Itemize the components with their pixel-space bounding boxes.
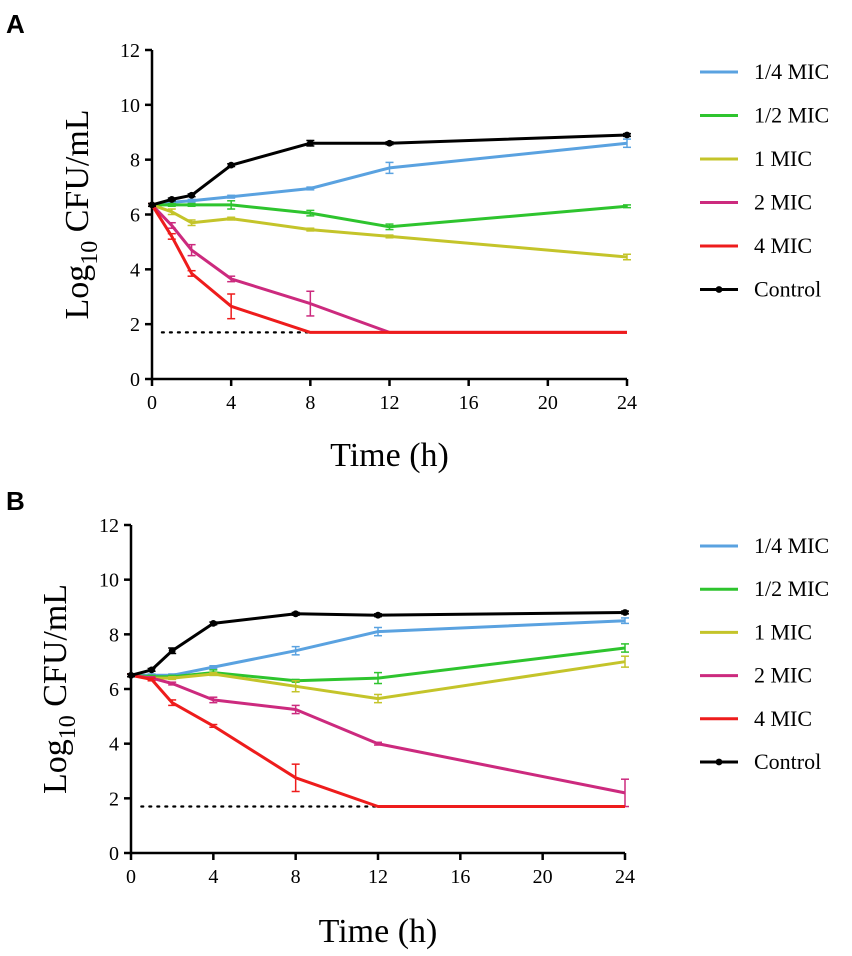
panel-b-series-2-mic-line — [130, 673, 626, 795]
panel-b-y-tick-label: 4 — [109, 734, 119, 756]
panel-a-series-control — [148, 131, 631, 209]
panel-a-series-1-2-mic — [148, 200, 631, 231]
legend-item-panel-b-series-1-2-mic: 1/2 MIC — [700, 576, 829, 601]
legend-item-panel-b-series-1-4-mic: 1/4 MIC — [700, 533, 829, 558]
panel-a-y-tick-label: 10 — [120, 95, 140, 117]
panel-b-y-tick-label: 10 — [99, 570, 119, 592]
panel-b-y-axis-title: Log10 CFU/mL — [37, 584, 81, 794]
panel-a-y-tick-label: 4 — [130, 259, 140, 281]
panel-b-x-tick-label: 12 — [368, 866, 388, 888]
panel-b-series-control-line — [130, 611, 626, 677]
panel-a-y-tick-label: 8 — [130, 150, 140, 172]
panel-a-x-axis-title: Time (h) — [330, 437, 449, 474]
panel-b-series-control — [127, 609, 629, 679]
legend-label: 1 MIC — [754, 146, 812, 171]
panel-a-series-2-mic — [148, 202, 627, 334]
panel-b-series-control-point — [209, 620, 217, 627]
legend-label: Control — [754, 749, 821, 774]
panel-b-x-axis-title: Time (h) — [319, 913, 438, 950]
panel-b-x-tick-label: 0 — [126, 866, 136, 888]
legend-label: Control — [754, 277, 821, 302]
panel-b-series-control-point — [374, 611, 382, 619]
panel-a-series-control-point — [148, 201, 156, 209]
panel-a-y-axis-title: Log10 CFU/mL — [59, 109, 103, 319]
panel-b-legend: 1/4 MIC 1/2 MIC 1 MIC 2 MIC 4 MIC Control — [700, 533, 829, 774]
legend-item-panel-b-series-4-mic: 4 MIC — [700, 706, 812, 731]
panel-a-legend: 1/4 MIC 1/2 MIC 1 MIC 2 MIC 4 MIC Control — [700, 59, 829, 302]
panel-b-y-tick-label: 12 — [99, 515, 119, 537]
panel-b-series-4-mic — [127, 673, 625, 808]
legend-item-panel-a-series-1-mic: 1 MIC — [700, 146, 812, 171]
panel-letter-a: A — [6, 9, 25, 39]
legend-label: 1/2 MIC — [754, 103, 829, 128]
panel-b-y-tick-label: 6 — [109, 679, 119, 701]
panel-a-series-control-point — [386, 139, 393, 147]
legend-item-panel-a-series-4-mic: 4 MIC — [700, 233, 812, 258]
panel-a-x-tick-label: 8 — [305, 392, 315, 414]
panel-b-x-tick-label: 16 — [450, 866, 470, 888]
panel-a-x-tick-label: 24 — [617, 392, 637, 414]
panel-a-x-tick-label: 20 — [538, 392, 558, 414]
panel-letter-b: B — [6, 486, 25, 516]
panel-a-x-tick-label: 0 — [147, 392, 157, 414]
legend-label: 1/4 MIC — [754, 59, 829, 84]
legend-item-panel-a-series-2-mic: 2 MIC — [700, 190, 812, 215]
panel-b-series-1-2-mic — [127, 643, 629, 685]
legend-label: 1/4 MIC — [754, 533, 829, 558]
panel-b-y-tick-label: 2 — [109, 788, 119, 810]
panel-b-series-control-point — [292, 610, 300, 618]
panel-b-x-tick-label: 24 — [615, 866, 635, 888]
panel-a-series-control-point — [188, 191, 195, 199]
panel-b-series-control-point — [148, 666, 155, 674]
panel-a-y-tick-label: 0 — [130, 369, 140, 391]
panel-b-series-control-point — [127, 671, 135, 679]
panel-a-x-tick-label: 4 — [226, 392, 236, 414]
panel-b-x-tick-label: 4 — [208, 866, 218, 888]
panel-b-series-control-point — [621, 609, 629, 616]
legend-label: 4 MIC — [754, 706, 812, 731]
panel-a-series-control-point — [168, 196, 176, 203]
legend-marker — [715, 758, 723, 766]
legend-label: 1/2 MIC — [754, 576, 829, 601]
panel-b-series-1-4-mic — [127, 617, 629, 678]
panel-a-series-control-point — [623, 131, 631, 139]
legend-label: 2 MIC — [754, 663, 812, 688]
legend-label: 1 MIC — [754, 619, 812, 644]
panel-b-y-tick-label: 0 — [109, 843, 119, 865]
legend-item-panel-a-series-1-4-mic: 1/4 MIC — [700, 59, 829, 84]
legend-item-panel-a-series-1-2-mic: 1/2 MIC — [700, 103, 829, 128]
legend-item-panel-b-series-control: Control — [700, 749, 821, 774]
legend-label: 4 MIC — [754, 233, 812, 258]
legend-item-panel-b-series-2-mic: 2 MIC — [700, 663, 812, 688]
panel-b-x-tick-label: 8 — [291, 866, 301, 888]
panel-a-y-tick-label: 2 — [130, 314, 140, 336]
panel-b-y-tick-label: 8 — [109, 624, 119, 646]
panel-a-series-control-point — [227, 161, 235, 169]
legend-label: 2 MIC — [754, 190, 812, 215]
panel-a-series-control-point — [306, 139, 314, 147]
panel-a-x-tick-label: 16 — [459, 392, 479, 414]
panel-b-series-control-point — [168, 647, 176, 655]
panel-a-x-tick-label: 12 — [380, 392, 400, 414]
panel-b-x-tick-label: 20 — [533, 866, 553, 888]
panel-a-y-tick-label: 6 — [130, 205, 140, 227]
legend-marker — [715, 286, 723, 293]
panel-a-series-4-mic — [148, 202, 627, 334]
panel-a-y-tick-label: 12 — [120, 40, 140, 62]
legend-item-panel-a-series-control: Control — [700, 277, 821, 302]
legend-item-panel-b-series-1-mic: 1 MIC — [700, 619, 812, 644]
